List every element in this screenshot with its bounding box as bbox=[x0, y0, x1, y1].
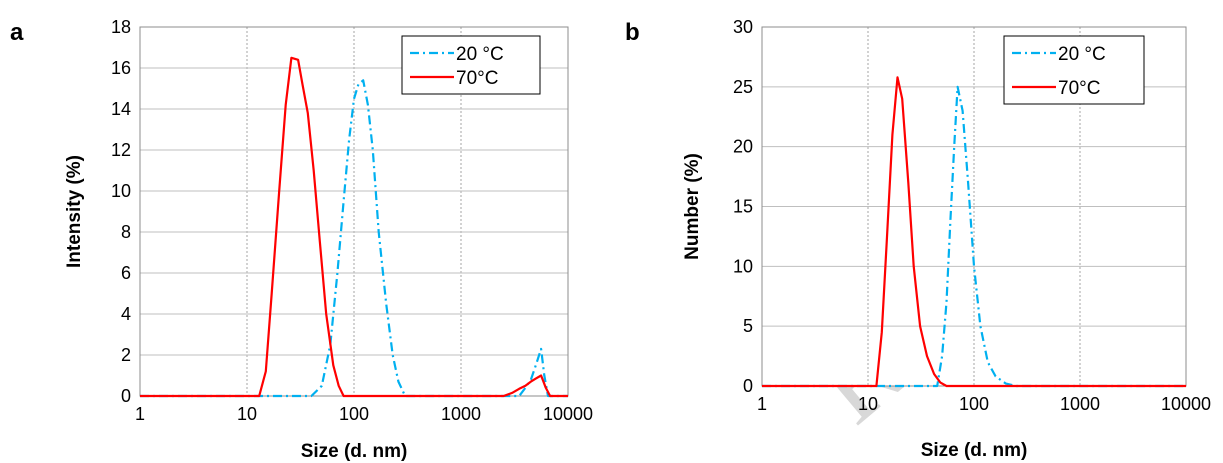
legend-label: 20 °C bbox=[1058, 44, 1106, 65]
y-tick-label: 30 bbox=[733, 17, 753, 37]
panel-a: 1 10 100 1000 10000 0 2 4 6 8 10 12 14 16 18 Size (d. n… bbox=[10, 17, 593, 462]
y-tick-label: 18 bbox=[111, 17, 131, 37]
legend-label: 70°C bbox=[1058, 78, 1100, 99]
series-line-20c bbox=[140, 79, 568, 398]
y-tick-label: 20 bbox=[733, 137, 753, 157]
x-axis-title: Size (d. nm) bbox=[921, 440, 1028, 461]
x-tick-label: 10000 bbox=[1161, 394, 1211, 414]
x-tick-label: 100 bbox=[339, 404, 369, 424]
y-tick-label: 15 bbox=[733, 197, 753, 217]
y-tick-label: 10 bbox=[111, 181, 131, 201]
series-line-70c bbox=[140, 56, 568, 398]
x-tick-label: 1 bbox=[757, 394, 767, 414]
panel-label: a bbox=[10, 19, 24, 46]
x-tick-label: 10 bbox=[858, 394, 878, 414]
y-tick-label: 6 bbox=[121, 263, 131, 283]
y-axis-title: Intensity (%) bbox=[64, 155, 85, 268]
legend-label: 20 °C bbox=[456, 44, 504, 65]
y-tick-label: 5 bbox=[743, 316, 753, 336]
y-tick-label: 0 bbox=[121, 386, 131, 406]
x-tick-label: 10 bbox=[237, 404, 257, 424]
y-tick-label: 4 bbox=[121, 304, 131, 324]
x-axis-title: Size (d. nm) bbox=[301, 441, 408, 462]
x-tick-label: 100 bbox=[959, 394, 989, 414]
y-tick-label: 8 bbox=[121, 222, 131, 242]
series-line-70c bbox=[762, 76, 1186, 388]
panel-b: 1 10 100 1000 10000 0 5 10 15 20 25 30 Size (d. nm) N… bbox=[625, 17, 1211, 461]
series-line-20c bbox=[762, 85, 1186, 388]
y-tick-label: 16 bbox=[111, 58, 131, 78]
x-tick-label: 1 bbox=[135, 404, 145, 424]
legend-box bbox=[401, 35, 541, 95]
y-tick-label: 12 bbox=[111, 140, 131, 160]
y-axis-title: Number (%) bbox=[682, 153, 703, 260]
y-tick-label: 2 bbox=[121, 345, 131, 365]
y-tick-label: 25 bbox=[733, 77, 753, 97]
legend-label: 70°C bbox=[456, 68, 498, 89]
x-tick-label: 1000 bbox=[441, 404, 481, 424]
y-tick-label: 14 bbox=[111, 99, 131, 119]
legend-box bbox=[1003, 35, 1145, 105]
y-tick-label: 10 bbox=[733, 256, 753, 276]
y-tick-label: 0 bbox=[743, 376, 753, 396]
x-tick-label: 1000 bbox=[1060, 394, 1100, 414]
x-tick-label: 10000 bbox=[543, 404, 593, 424]
panel-label: b bbox=[625, 19, 640, 46]
